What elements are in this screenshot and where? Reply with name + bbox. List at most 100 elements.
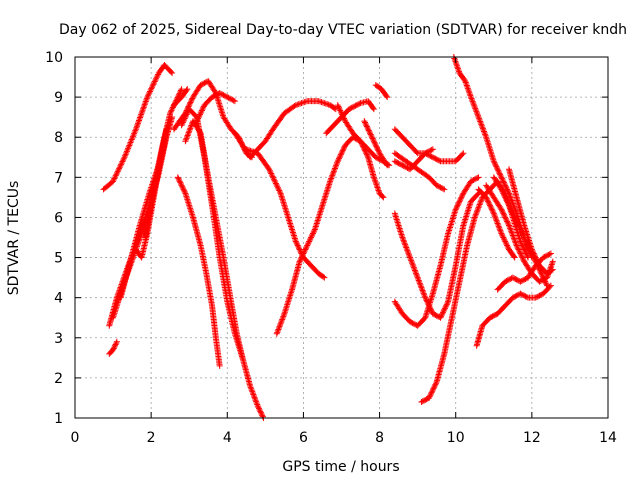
- data-point: [468, 95, 475, 102]
- data-point: [346, 106, 353, 113]
- data-point: [472, 105, 479, 112]
- data-point: [246, 147, 253, 154]
- data-point: [336, 106, 343, 113]
- data-point: [293, 239, 300, 246]
- data-point: [179, 183, 186, 190]
- data-point: [499, 177, 506, 184]
- data-point: [492, 160, 499, 167]
- data-point: [531, 255, 538, 262]
- data-point: [497, 205, 504, 212]
- data-point: [547, 264, 554, 271]
- data-point: [510, 253, 517, 260]
- data-point: [276, 188, 283, 195]
- data-point: [454, 64, 461, 71]
- data-point: [503, 277, 510, 284]
- data-point: [494, 219, 501, 226]
- data-point: [306, 237, 313, 244]
- data-point: [490, 209, 497, 216]
- data-point: [368, 132, 375, 139]
- data-point: [429, 154, 436, 161]
- data-point: [431, 311, 438, 318]
- data-point: [509, 209, 516, 216]
- data-point: [431, 382, 438, 389]
- data-point: [489, 207, 496, 214]
- data-point: [540, 275, 547, 282]
- data-point: [509, 198, 516, 205]
- series-arc-18: [323, 98, 377, 137]
- data-point: [276, 323, 283, 330]
- data-point: [309, 231, 316, 238]
- data-point: [169, 105, 176, 112]
- data-point: [365, 127, 372, 134]
- data-point: [537, 277, 544, 284]
- y-tick-label: 7: [54, 170, 63, 186]
- data-point: [503, 197, 510, 204]
- data-point: [477, 118, 484, 125]
- series-arc-12: [174, 174, 223, 369]
- data-point: [433, 156, 440, 163]
- data-point: [412, 268, 419, 275]
- data-point: [517, 250, 524, 257]
- data-point: [490, 312, 497, 319]
- data-point: [403, 244, 410, 251]
- data-point: [126, 140, 133, 147]
- data-point: [249, 390, 256, 397]
- data-point: [363, 122, 370, 129]
- data-point: [522, 275, 529, 282]
- data-point: [301, 247, 308, 254]
- data-point: [454, 65, 461, 72]
- data-point: [492, 312, 499, 319]
- data-point: [195, 114, 202, 121]
- data-point: [433, 312, 440, 319]
- data-point: [351, 103, 358, 110]
- data-point: [509, 274, 516, 281]
- data-point: [295, 243, 302, 250]
- data-point: [370, 104, 377, 111]
- data-point: [371, 177, 378, 184]
- data-point: [508, 196, 515, 203]
- data-point: [511, 293, 518, 300]
- data-point: [114, 168, 121, 175]
- data-point: [132, 126, 139, 133]
- data-point: [308, 234, 315, 241]
- data-point: [297, 255, 304, 262]
- data-point: [515, 222, 522, 229]
- data-point: [407, 254, 414, 261]
- data-point: [470, 101, 477, 108]
- data-point: [421, 293, 428, 300]
- data-point: [383, 92, 390, 99]
- data-point: [410, 264, 417, 271]
- data-point: [168, 107, 175, 114]
- data-point: [116, 164, 123, 171]
- data-point: [194, 116, 201, 123]
- data-point: [535, 265, 542, 272]
- data-point: [363, 151, 370, 158]
- data-point: [197, 111, 204, 118]
- data-point: [272, 180, 279, 187]
- data-point: [507, 226, 514, 233]
- data-point: [530, 254, 537, 261]
- data-point: [423, 297, 430, 304]
- data-point: [133, 124, 140, 131]
- data-point: [478, 197, 485, 204]
- data-point: [252, 397, 259, 404]
- data-point: [481, 129, 488, 136]
- data-point: [300, 250, 307, 257]
- data-point: [266, 167, 273, 174]
- data-point: [434, 156, 441, 163]
- data-point: [429, 386, 436, 393]
- data-point: [508, 207, 515, 214]
- data-point: [319, 99, 326, 106]
- data-point: [443, 301, 450, 308]
- data-point: [269, 173, 276, 180]
- data-point: [546, 251, 553, 258]
- data-point: [259, 413, 266, 420]
- data-point: [270, 174, 277, 181]
- data-point: [119, 158, 126, 165]
- data-point: [451, 56, 458, 63]
- data-point: [136, 117, 143, 124]
- data-point: [472, 213, 479, 220]
- data-point: [477, 198, 484, 205]
- data-point: [301, 249, 308, 256]
- data-point: [375, 186, 382, 193]
